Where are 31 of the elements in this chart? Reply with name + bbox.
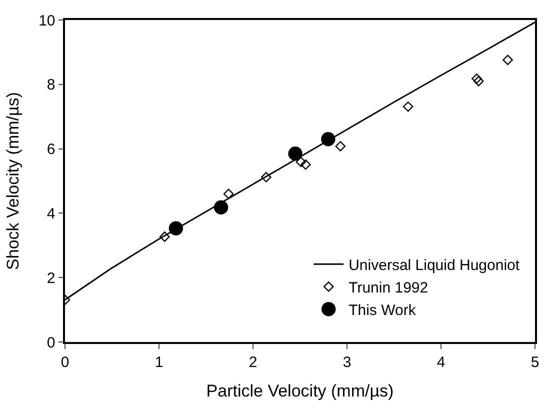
legend-label: Universal Liquid Hugoniot (348, 257, 520, 274)
x-tick-label: 0 (60, 354, 70, 371)
x-tick-label: 4 (436, 354, 446, 371)
point (159, 232, 170, 242)
legend-label: Trunin 1992 (348, 280, 428, 296)
x-tick-label: 1 (154, 354, 164, 371)
point (402, 101, 414, 112)
point (502, 54, 513, 66)
point (261, 172, 272, 182)
y-tick-label: 8 (46, 76, 56, 94)
x-tick-label: 3 (342, 354, 352, 371)
x-axis-title: Particle Velocity (mm/µs) (206, 382, 394, 401)
point (214, 200, 228, 214)
point (335, 141, 346, 152)
point (300, 159, 311, 170)
point (473, 76, 484, 86)
point (296, 156, 306, 168)
point (288, 146, 302, 161)
point (472, 73, 482, 84)
y-tick-label: 4 (46, 205, 56, 222)
y-tick-label: 10 (38, 12, 56, 30)
y-axis-title: Shock Velocity (mm/µs) (4, 92, 23, 270)
x-tick-label: 5 (530, 354, 540, 371)
y-tick-label: 6 (46, 141, 56, 158)
y-tick-label: 0 (46, 334, 56, 352)
point (321, 132, 336, 146)
legend-label: This Work (348, 302, 416, 319)
x-tick-label: 2 (248, 354, 258, 371)
point (168, 221, 184, 236)
point (223, 188, 234, 200)
y-tick-label: 2 (46, 270, 56, 287)
